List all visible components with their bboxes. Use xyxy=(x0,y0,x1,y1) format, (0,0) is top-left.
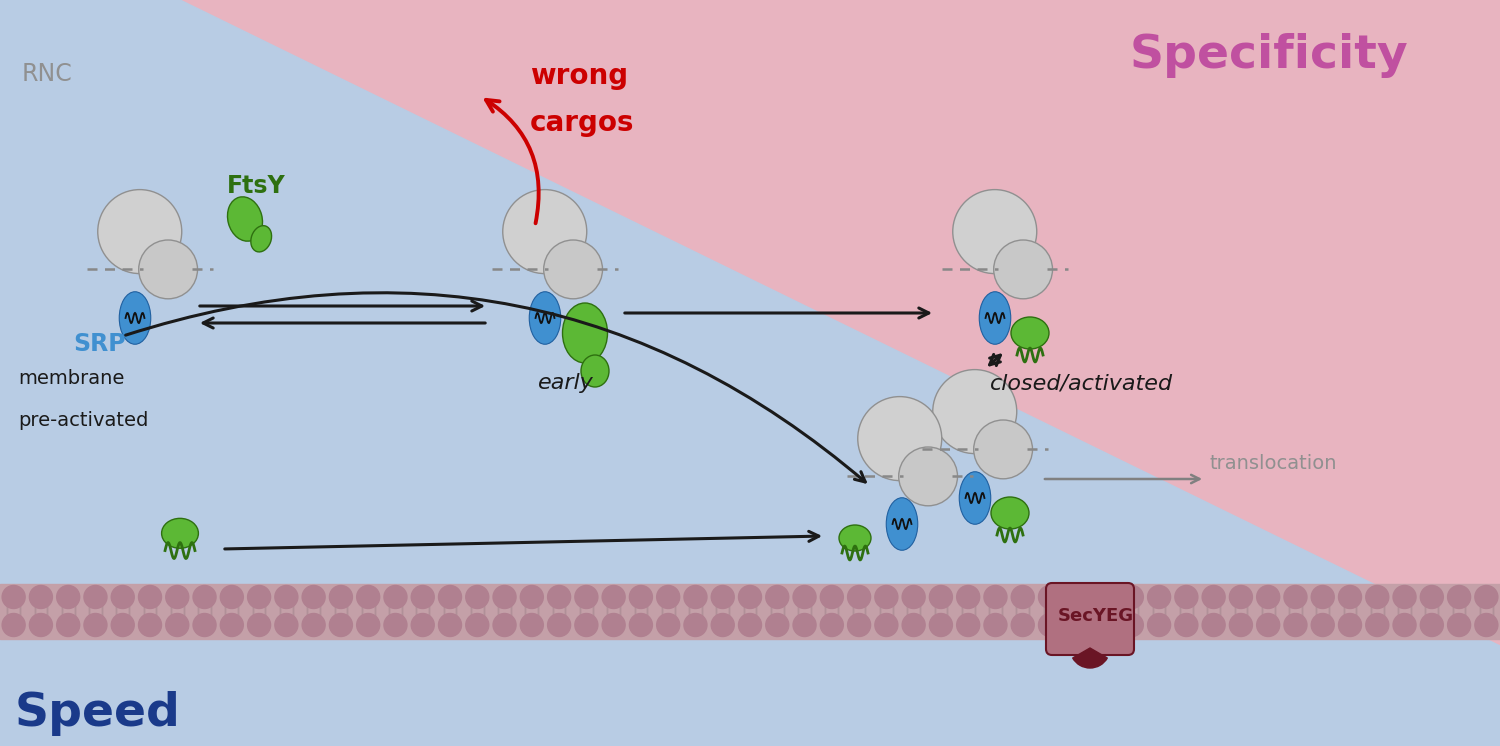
Ellipse shape xyxy=(530,292,561,344)
Circle shape xyxy=(1474,613,1498,636)
Circle shape xyxy=(520,586,543,609)
Ellipse shape xyxy=(120,292,150,344)
Text: pre-activated: pre-activated xyxy=(18,411,148,430)
Circle shape xyxy=(1311,613,1334,636)
Ellipse shape xyxy=(162,518,198,548)
Ellipse shape xyxy=(562,303,608,363)
Circle shape xyxy=(548,613,570,636)
Circle shape xyxy=(574,613,598,636)
Circle shape xyxy=(1257,586,1280,609)
Circle shape xyxy=(1230,586,1252,609)
Circle shape xyxy=(194,613,216,636)
Circle shape xyxy=(494,613,516,636)
Circle shape xyxy=(957,586,980,609)
Circle shape xyxy=(1284,613,1306,636)
Text: RNC: RNC xyxy=(22,62,72,86)
Circle shape xyxy=(274,586,298,609)
Text: Speed: Speed xyxy=(15,691,182,736)
Circle shape xyxy=(1448,586,1470,609)
Circle shape xyxy=(738,613,762,636)
Circle shape xyxy=(543,240,603,299)
Circle shape xyxy=(1148,586,1170,609)
Circle shape xyxy=(2,586,26,609)
Circle shape xyxy=(357,613,380,636)
Circle shape xyxy=(357,586,380,609)
Circle shape xyxy=(821,586,843,609)
Circle shape xyxy=(84,586,106,609)
Ellipse shape xyxy=(839,525,872,551)
Circle shape xyxy=(847,586,870,609)
Text: cargos: cargos xyxy=(530,109,634,137)
Circle shape xyxy=(220,613,243,636)
Ellipse shape xyxy=(251,226,272,252)
Circle shape xyxy=(411,586,434,609)
Circle shape xyxy=(766,613,789,636)
Circle shape xyxy=(1120,586,1143,609)
Circle shape xyxy=(466,613,489,636)
Circle shape xyxy=(166,613,189,636)
Circle shape xyxy=(248,586,270,609)
Circle shape xyxy=(574,586,598,609)
Circle shape xyxy=(766,586,789,609)
Circle shape xyxy=(874,586,898,609)
Text: closed/activated: closed/activated xyxy=(990,373,1173,393)
Circle shape xyxy=(302,613,326,636)
Circle shape xyxy=(1420,613,1443,636)
Circle shape xyxy=(902,613,926,636)
Circle shape xyxy=(1038,586,1062,609)
Circle shape xyxy=(411,613,434,636)
Circle shape xyxy=(1420,586,1443,609)
Circle shape xyxy=(194,586,216,609)
Text: FtsY: FtsY xyxy=(226,174,285,198)
Circle shape xyxy=(138,586,162,609)
Circle shape xyxy=(1011,586,1034,609)
Circle shape xyxy=(984,613,1006,636)
Circle shape xyxy=(1448,613,1470,636)
Circle shape xyxy=(384,613,406,636)
Circle shape xyxy=(30,586,52,609)
Text: SRP: SRP xyxy=(74,332,126,356)
Circle shape xyxy=(602,613,625,636)
Circle shape xyxy=(302,586,326,609)
Circle shape xyxy=(684,586,706,609)
Circle shape xyxy=(111,613,134,636)
Circle shape xyxy=(821,613,843,636)
Circle shape xyxy=(711,613,734,636)
Circle shape xyxy=(220,586,243,609)
Circle shape xyxy=(1394,613,1416,636)
Circle shape xyxy=(1174,613,1198,636)
Text: translocation: translocation xyxy=(1210,454,1338,473)
Circle shape xyxy=(494,586,516,609)
Circle shape xyxy=(503,189,586,274)
Circle shape xyxy=(1066,613,1089,636)
Circle shape xyxy=(520,613,543,636)
FancyBboxPatch shape xyxy=(1046,583,1134,655)
Circle shape xyxy=(330,586,352,609)
Circle shape xyxy=(984,586,1006,609)
Circle shape xyxy=(1257,613,1280,636)
Circle shape xyxy=(952,189,1036,274)
Ellipse shape xyxy=(580,355,609,387)
Circle shape xyxy=(330,613,352,636)
Circle shape xyxy=(57,613,80,636)
Circle shape xyxy=(874,613,898,636)
Wedge shape xyxy=(1072,648,1107,668)
Circle shape xyxy=(1202,586,1225,609)
Circle shape xyxy=(438,586,462,609)
Circle shape xyxy=(30,613,52,636)
Circle shape xyxy=(1366,586,1389,609)
Bar xyxy=(0,583,1500,639)
Circle shape xyxy=(1202,613,1225,636)
Circle shape xyxy=(384,586,406,609)
Circle shape xyxy=(933,369,1017,454)
Circle shape xyxy=(466,586,489,609)
Circle shape xyxy=(657,613,680,636)
Circle shape xyxy=(438,613,462,636)
Circle shape xyxy=(898,447,957,506)
Ellipse shape xyxy=(992,497,1029,529)
Circle shape xyxy=(1120,613,1143,636)
Circle shape xyxy=(1174,586,1198,609)
Circle shape xyxy=(1394,586,1416,609)
Circle shape xyxy=(138,240,198,299)
